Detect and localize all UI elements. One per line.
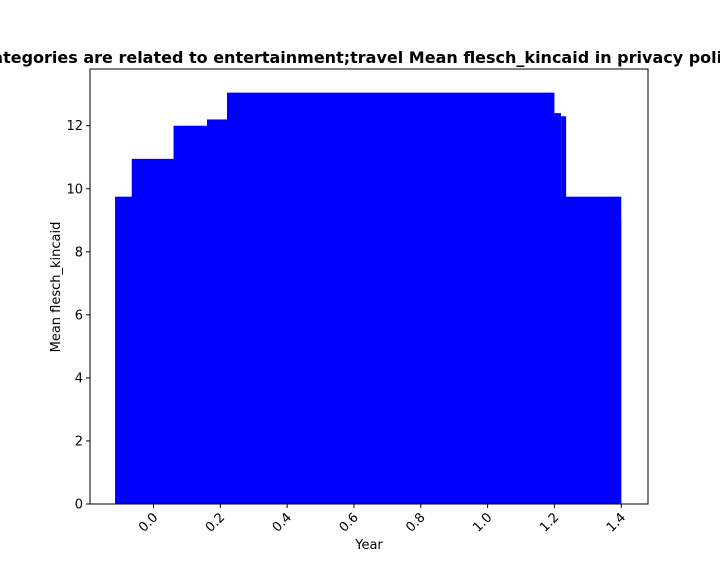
bar-7: [566, 221, 622, 504]
y-tick-label: 2: [75, 434, 83, 449]
y-tick-label: 4: [75, 371, 83, 386]
bar-5: [554, 113, 562, 504]
x-axis-label: Year: [354, 538, 383, 553]
y-tick-label: 8: [75, 245, 83, 260]
y-tick-label: 12: [66, 119, 83, 134]
y-axis: 0 2 4 6 8 10 12: [66, 119, 90, 513]
plot-frame: [89, 68, 649, 505]
bar-4: [226, 92, 555, 504]
bars-layer: [115, 92, 622, 505]
y-tick-label: 10: [66, 182, 83, 197]
y-tick-label: 0: [75, 498, 83, 513]
y-tick-label: 6: [75, 308, 83, 323]
y-axis-label: Mean flesch_kincaid: [49, 222, 64, 353]
chart-title: Categories are related to entertainment;…: [0, 48, 720, 67]
bar-6: [561, 116, 567, 504]
